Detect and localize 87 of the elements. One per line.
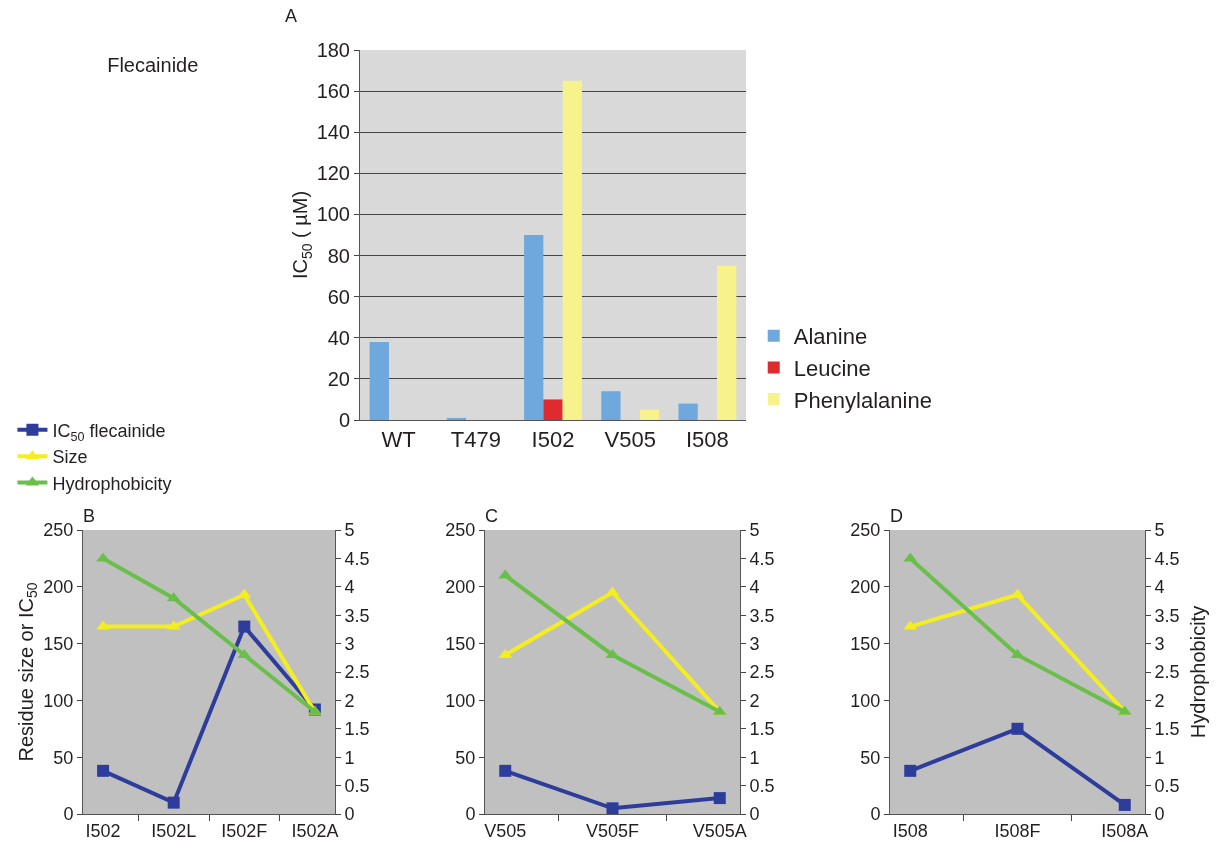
x-tick-label: I508 — [685, 427, 729, 453]
chart-title: C — [485, 506, 498, 526]
y-tick-label: 200 — [445, 577, 476, 598]
y-tick-label: 50 — [53, 747, 74, 768]
y2-tick-label: 2 — [749, 690, 760, 711]
y2-tick-label: 2 — [1154, 690, 1165, 711]
y2-tick-label: 1.5 — [344, 719, 370, 740]
x-tick-label: T479 — [450, 427, 501, 453]
legend-label: Leucine — [793, 355, 871, 381]
x-tick-label: I502F — [221, 820, 268, 841]
y-tick-label: 80 — [327, 244, 350, 267]
y2-tick-label: 4 — [1154, 577, 1165, 598]
x-tick-label: I508 — [892, 820, 928, 841]
legend-label: Size — [52, 447, 88, 468]
y-tick-label: 0 — [870, 804, 881, 825]
x-tick-label: WT — [381, 427, 416, 453]
text: A — [285, 6, 298, 26]
y-tick-label: 200 — [43, 577, 74, 598]
y2-tick-label: 0.5 — [749, 775, 775, 796]
y-tick-label: 100 — [445, 690, 476, 711]
x-tick-label: V505 — [484, 820, 527, 841]
y2-tick-label: 5 — [749, 520, 760, 541]
y2-tick-label: 4.5 — [344, 548, 370, 569]
legend-label: Alanine — [793, 324, 868, 350]
y2-tick-label: 0.5 — [1154, 775, 1180, 796]
legend-label: Hydrophobicity — [52, 473, 172, 494]
y2-tick-label: 3.5 — [749, 605, 775, 626]
y-tick-label: 250 — [43, 520, 74, 541]
y-tick-label: 0 — [465, 804, 476, 825]
y-tick-label: 100 — [850, 690, 881, 711]
y2-tick-label: 1 — [344, 747, 355, 768]
y2-tick-label: 1 — [749, 747, 760, 768]
y2-tick-label: 3 — [749, 633, 760, 654]
y-tick-label: 50 — [455, 747, 476, 768]
y2-tick-label: 5 — [344, 520, 355, 541]
y2-tick-label: 0.5 — [344, 775, 370, 796]
x-tick-label: V505 — [604, 427, 656, 453]
y-tick-label: 180 — [316, 39, 350, 61]
y-tick-label: 250 — [445, 520, 476, 541]
y2-tick-label: 2.5 — [749, 662, 775, 683]
x-tick-label: V505A — [692, 820, 747, 841]
y2-tick-label: 4.5 — [1154, 548, 1180, 569]
legend-label: IC$_{50}$ flecainide — [52, 420, 166, 444]
y-tick-label: 0 — [338, 409, 350, 431]
y2-tick-label: 2.5 — [1154, 662, 1180, 683]
y-tick-label: 100 — [43, 690, 74, 711]
chart-title: D — [890, 506, 903, 526]
y2-tick-label: 2.5 — [344, 662, 370, 683]
y-tick-label: 20 — [327, 367, 350, 390]
legend-label: Phenylalanine — [793, 387, 932, 413]
x-tick-label: I502A — [291, 820, 339, 841]
y-tick-label: 200 — [850, 577, 881, 598]
y-tick-label: 50 — [860, 747, 881, 768]
y-tick-label: 60 — [327, 285, 350, 308]
y-tick-label: 0 — [63, 804, 74, 825]
y2-tick-label: 0 — [749, 804, 760, 825]
y2-tick-label: 3.5 — [1154, 605, 1180, 626]
y2-tick-label: 1.5 — [1154, 719, 1180, 740]
text: Flecainide — [107, 53, 199, 76]
y-tick-label: 120 — [316, 162, 350, 185]
y2-tick-label: 3 — [1154, 633, 1165, 654]
x-tick-label: I508A — [1101, 820, 1149, 841]
y2-tick-label: 2 — [344, 690, 355, 711]
y2-tick-label: 3 — [344, 633, 355, 654]
y2-tick-label: 5 — [1154, 520, 1165, 541]
y2-axis-title: Hydrophobicity — [1187, 605, 1209, 739]
y-tick-label: 160 — [316, 80, 350, 103]
x-tick-label: I502L — [151, 820, 197, 841]
y2-tick-label: 1 — [1154, 747, 1165, 768]
x-tick-label: I508F — [994, 820, 1041, 841]
y2-tick-label: 4.5 — [749, 548, 775, 569]
x-tick-label: I502 — [531, 427, 575, 453]
y-tick-label: 40 — [327, 326, 350, 349]
y-tick-label: 150 — [850, 633, 881, 654]
y2-tick-label: 1.5 — [749, 719, 775, 740]
y2-tick-label: 3.5 — [344, 605, 370, 626]
y-tick-label: 150 — [445, 633, 476, 654]
y-tick-label: 250 — [850, 520, 881, 541]
y2-tick-label: 4 — [749, 577, 760, 598]
y-tick-label: 140 — [316, 121, 350, 144]
chart-title: B — [83, 506, 96, 526]
x-tick-label: V505F — [585, 820, 640, 841]
y2-tick-label: 0 — [1154, 804, 1165, 825]
y-tick-label: 100 — [316, 203, 350, 226]
y2-tick-label: 4 — [344, 577, 355, 598]
y-tick-label: 150 — [43, 633, 74, 654]
x-tick-label: I502 — [85, 820, 121, 841]
